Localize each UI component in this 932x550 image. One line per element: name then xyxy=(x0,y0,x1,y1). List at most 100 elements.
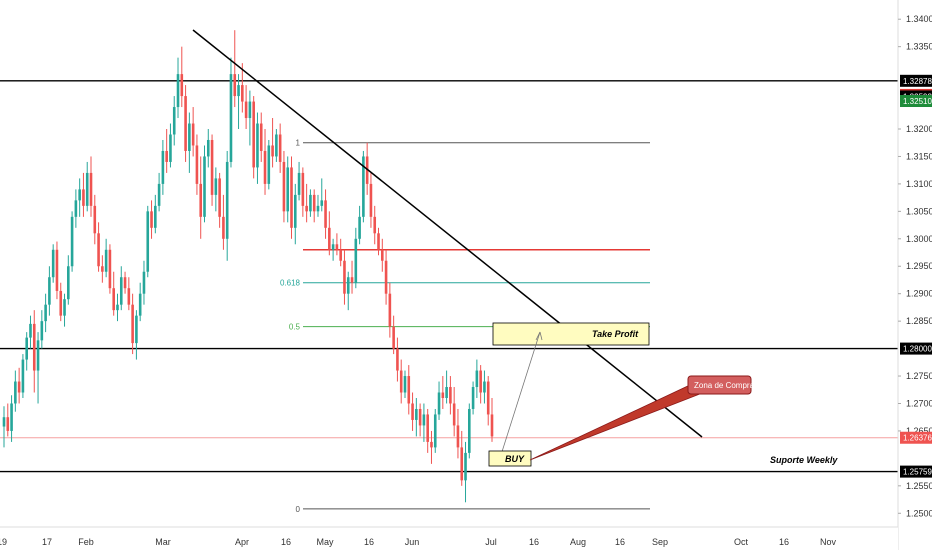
candle-body xyxy=(256,123,259,168)
price-badge-label: 1.25759 xyxy=(903,468,932,477)
target-arrow-line xyxy=(499,331,541,459)
price-tick-label: 1.29500 xyxy=(906,261,932,271)
candle-body xyxy=(225,161,229,239)
time-axis[interactable]: 19 17 Feb Mar Apr 16 May 16 Jun Jul 16 Aug 16 Sep Oct 1… xyxy=(0,526,898,550)
candle-body xyxy=(108,249,112,289)
candle-body xyxy=(210,139,214,195)
candle-body xyxy=(176,74,180,108)
buy-label: BUY xyxy=(505,454,525,464)
time-tick-label: Apr xyxy=(235,537,249,547)
price-tick-label: 1.27000 xyxy=(906,398,932,408)
candle-body xyxy=(384,260,388,294)
candle-body xyxy=(150,211,153,228)
time-axis-bg xyxy=(0,527,898,550)
take-profit-label: Take Profit xyxy=(592,329,639,339)
candle-body xyxy=(490,414,494,437)
candle-body xyxy=(297,172,301,195)
candle-body xyxy=(165,150,168,162)
suporte-weekly-label: Suporte Weekly xyxy=(770,455,838,465)
trendline xyxy=(192,29,703,438)
horizontal-levels xyxy=(0,80,898,473)
candle-body xyxy=(362,156,365,217)
candle-body xyxy=(157,183,161,206)
candle-body xyxy=(445,387,448,398)
candle-body xyxy=(293,194,297,228)
price-badge xyxy=(900,95,932,108)
candle-body xyxy=(396,348,399,371)
time-tick-label: 16 xyxy=(779,537,789,547)
candle-body xyxy=(55,249,59,291)
time-tick-label: Oct xyxy=(734,537,749,547)
candle-body xyxy=(135,315,138,344)
time-tick-label: Mar xyxy=(155,537,171,547)
candle-body xyxy=(479,370,482,393)
candle-body xyxy=(263,150,267,184)
price-badge xyxy=(900,465,932,478)
time-tick-label: Jul xyxy=(485,537,497,547)
candle-body xyxy=(93,205,97,234)
candle-body xyxy=(403,376,407,393)
price-tick-label: 1.25500 xyxy=(906,481,932,491)
candle-body xyxy=(346,277,350,294)
candle-body xyxy=(25,337,28,360)
candle-body xyxy=(411,403,414,420)
candle-body xyxy=(36,340,40,371)
candle-body xyxy=(6,417,10,431)
candle-body xyxy=(339,249,342,261)
candle-body xyxy=(237,85,240,97)
candle-body xyxy=(89,172,93,206)
candle-body xyxy=(21,359,25,393)
price-tick-label: 1.30500 xyxy=(906,206,932,216)
price-badge xyxy=(900,342,932,355)
target-arrow-head xyxy=(535,331,543,341)
candle-body xyxy=(184,96,187,151)
candle-body xyxy=(316,205,320,212)
buy-box xyxy=(488,450,532,467)
candle-body xyxy=(97,233,100,267)
price-tick-label: 1.26500 xyxy=(906,426,932,436)
candle-body xyxy=(456,425,460,448)
price-badge-label: 1.32878 xyxy=(903,77,932,86)
candle-body xyxy=(483,381,486,393)
candle-body xyxy=(475,370,479,388)
candle-body xyxy=(229,74,233,162)
candle-body xyxy=(2,417,6,427)
candle-body xyxy=(14,381,17,404)
candle-body xyxy=(312,194,316,212)
candle-body xyxy=(320,200,324,206)
price-tick-label: 1.31500 xyxy=(906,151,932,161)
candle-body xyxy=(464,452,467,481)
candle-body xyxy=(309,194,312,212)
candle-body xyxy=(471,387,475,409)
price-tick-label: 1.31000 xyxy=(906,179,932,189)
price-tick-label: 1.29000 xyxy=(906,289,932,299)
candle-body xyxy=(123,277,127,289)
candle-body xyxy=(433,414,437,448)
candle-body xyxy=(328,227,331,250)
candle-body xyxy=(85,172,89,206)
candle-body xyxy=(377,233,380,250)
candle-body xyxy=(301,172,305,206)
candle-body xyxy=(146,211,150,272)
fibonacci-retracement[interactable]: 1 0.618 0.5 0 xyxy=(280,139,650,514)
candle-body xyxy=(17,381,21,393)
candle-body xyxy=(78,189,81,201)
price-tick-label: 1.30000 xyxy=(906,234,932,244)
candle-body xyxy=(59,290,63,316)
candle-body xyxy=(354,238,358,283)
candle-body xyxy=(430,441,433,448)
candle-body xyxy=(252,101,255,168)
time-tick-label: Feb xyxy=(78,537,94,547)
candle-body xyxy=(74,200,78,217)
candle-body xyxy=(44,304,47,322)
candle-body xyxy=(418,408,422,426)
price-tick-label: 1.28500 xyxy=(906,316,932,326)
candle-body xyxy=(460,447,464,481)
price-tick-label: 1.32000 xyxy=(906,124,932,134)
candle-body xyxy=(169,134,172,162)
price-tick-label: 1.25000 xyxy=(906,508,932,518)
drawings-layer[interactable]: Take Profit BUY Zona de Compra Suporte W… xyxy=(192,29,838,467)
candle-body xyxy=(290,167,293,228)
price-badge-label: 1.26376 xyxy=(903,434,932,443)
